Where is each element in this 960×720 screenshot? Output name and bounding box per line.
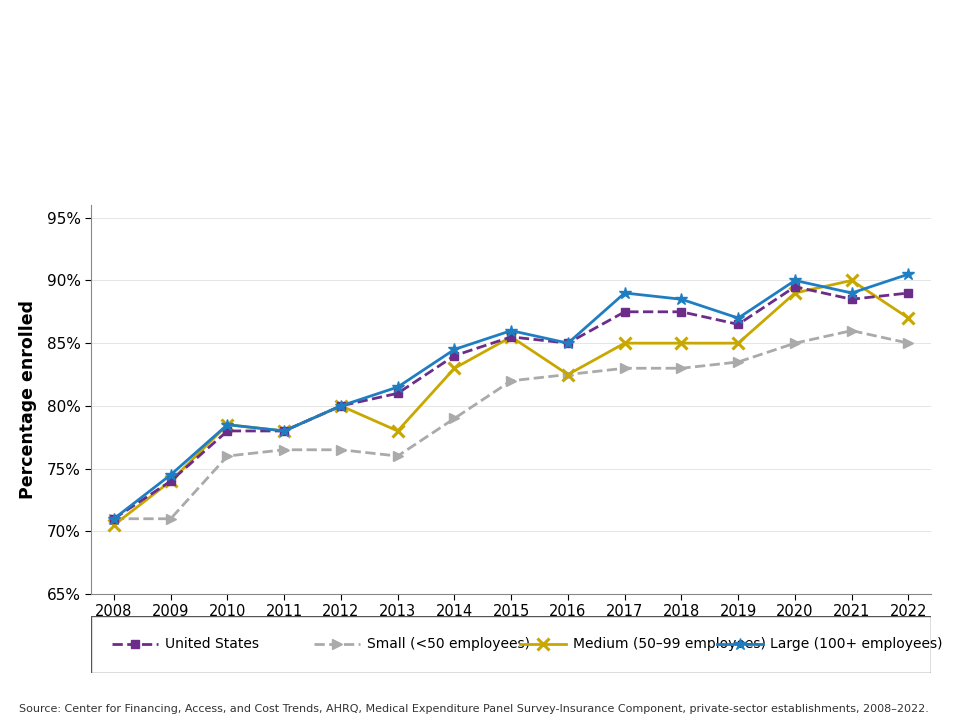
Text: United States: United States xyxy=(165,637,259,652)
Text: Small (<50 employees): Small (<50 employees) xyxy=(367,637,530,652)
Text: Figure 13. Percentage of private-sector enrolled employees in a
health insurance: Figure 13. Percentage of private-sector … xyxy=(51,46,794,117)
Text: Source: Center for Financing, Access, and Cost Trends, AHRQ, Medical Expenditure: Source: Center for Financing, Access, an… xyxy=(19,704,929,714)
Text: Medium (50–99 employees): Medium (50–99 employees) xyxy=(572,637,765,652)
FancyBboxPatch shape xyxy=(91,616,931,673)
Circle shape xyxy=(590,46,960,152)
Y-axis label: Percentage enrolled: Percentage enrolled xyxy=(19,300,37,499)
X-axis label: Year: Year xyxy=(490,629,533,647)
Text: Large (100+ employees): Large (100+ employees) xyxy=(770,637,943,652)
